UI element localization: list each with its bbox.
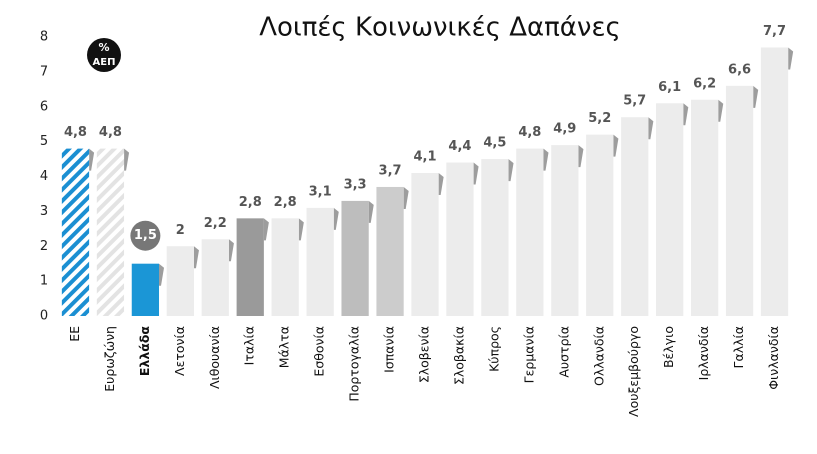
x-tick-label: Κύπρος	[486, 326, 501, 372]
x-tick-label: Σλοβενία	[417, 326, 432, 383]
x-tick-label: Λιθουανία	[207, 326, 222, 389]
x-tick-label: Γερμανία	[521, 326, 536, 383]
x-tick-label: Λετονία	[172, 326, 187, 376]
x-tick-label: Ευρωζώνη	[102, 326, 117, 392]
bar	[236, 218, 264, 316]
x-tick-label: Ιταλία	[242, 326, 257, 365]
x-tick-label: Σλοβακία	[451, 326, 466, 385]
bar	[690, 99, 719, 317]
bar-shade	[613, 134, 619, 157]
bar	[166, 246, 194, 316]
bar-shade	[718, 99, 724, 122]
y-tick-label: 3	[40, 204, 48, 219]
x-tick-label: Φινλανδία	[766, 326, 781, 390]
value-label: 4,9	[553, 122, 576, 137]
x-tick-label: ΕΕ	[67, 326, 82, 342]
bar-shade	[89, 148, 95, 171]
x-tick-label: Λουξεμβούργο	[626, 326, 641, 417]
value-label: 3,7	[379, 163, 402, 178]
x-tick-label: Γαλλία	[731, 326, 746, 368]
unit-badge	[87, 38, 121, 72]
bar	[656, 103, 684, 316]
bar	[446, 162, 474, 316]
bar	[551, 145, 579, 316]
bar-shade	[263, 218, 269, 241]
y-tick-label: 5	[40, 134, 48, 149]
value-label: 4,8	[64, 125, 87, 140]
bar-shade	[368, 200, 374, 223]
bar	[96, 148, 125, 316]
bar-shade	[753, 85, 759, 108]
bar-shade	[124, 148, 130, 171]
bar-shade	[333, 207, 339, 230]
x-tick-label: Ολλανδία	[591, 326, 606, 386]
value-label: 6,2	[693, 76, 716, 91]
bar-shade	[159, 263, 165, 286]
y-tick-label: 6	[40, 99, 48, 114]
bar-shade	[193, 246, 199, 269]
value-label: 4,1	[413, 150, 436, 165]
value-label: 6,6	[728, 62, 751, 77]
value-label: 3,1	[309, 184, 332, 199]
value-label: 2,8	[274, 195, 297, 210]
bar	[725, 85, 754, 316]
bar	[341, 200, 369, 316]
bar-shade	[508, 159, 514, 182]
y-tick-label: 4	[40, 169, 48, 184]
bar	[586, 134, 614, 316]
y-tick-label: 8	[40, 30, 48, 45]
x-tick-label: Βέλγιο	[661, 326, 676, 368]
bar-shade	[438, 173, 444, 196]
bar	[61, 148, 90, 316]
bar	[131, 263, 160, 316]
bar-shade	[648, 117, 654, 140]
x-tick-label: Μάλτα	[277, 326, 292, 368]
bar	[621, 117, 649, 317]
bar	[201, 239, 229, 316]
bar	[306, 207, 334, 316]
value-label: 4,4	[448, 139, 471, 154]
value-label: 2,2	[204, 216, 227, 231]
bar	[411, 173, 439, 316]
bar-shade	[543, 148, 549, 171]
chart-title: Λοιπές Κοινωνικές Δαπάνες	[259, 13, 621, 43]
value-label: 6,1	[658, 80, 681, 95]
value-label: 2,8	[239, 195, 262, 210]
bar-shade	[228, 239, 234, 262]
bar	[481, 159, 509, 316]
x-tick-label: Πορτογαλία	[347, 326, 362, 402]
value-label: 5,2	[588, 111, 611, 126]
value-label: 3,3	[344, 177, 367, 192]
bar	[760, 47, 789, 317]
value-label: 5,7	[623, 94, 646, 109]
bar-shade	[578, 145, 584, 168]
value-badge	[130, 220, 161, 251]
bar	[271, 218, 299, 316]
bar-shade	[788, 47, 794, 70]
value-label: 1,5	[134, 228, 157, 243]
value-label: 4,8	[518, 125, 541, 140]
x-tick-label: Ισπανία	[382, 326, 397, 373]
value-label: 7,7	[763, 24, 786, 39]
unit-label: ΑΕΠ	[93, 57, 116, 68]
x-tick-label: Ελλάδα	[137, 326, 152, 377]
value-label: 4,5	[483, 136, 506, 151]
y-tick-label: 2	[40, 239, 48, 254]
bar-shade	[683, 103, 689, 126]
unit-label: %	[98, 41, 109, 54]
value-label: 4,8	[99, 125, 122, 140]
bar-shade	[473, 162, 479, 185]
x-tick-label: Ιρλανδία	[696, 326, 711, 380]
bar-shade	[298, 218, 304, 241]
bar-shade	[403, 186, 409, 209]
bar	[376, 186, 404, 316]
y-tick-label: 1	[40, 274, 48, 289]
value-label: 2	[176, 223, 185, 238]
y-tick-label: 7	[40, 64, 48, 79]
bar	[516, 148, 544, 316]
x-tick-label: Αυστρία	[556, 326, 571, 378]
y-tick-label: 0	[40, 309, 48, 324]
x-tick-label: Εσθονία	[312, 326, 327, 377]
